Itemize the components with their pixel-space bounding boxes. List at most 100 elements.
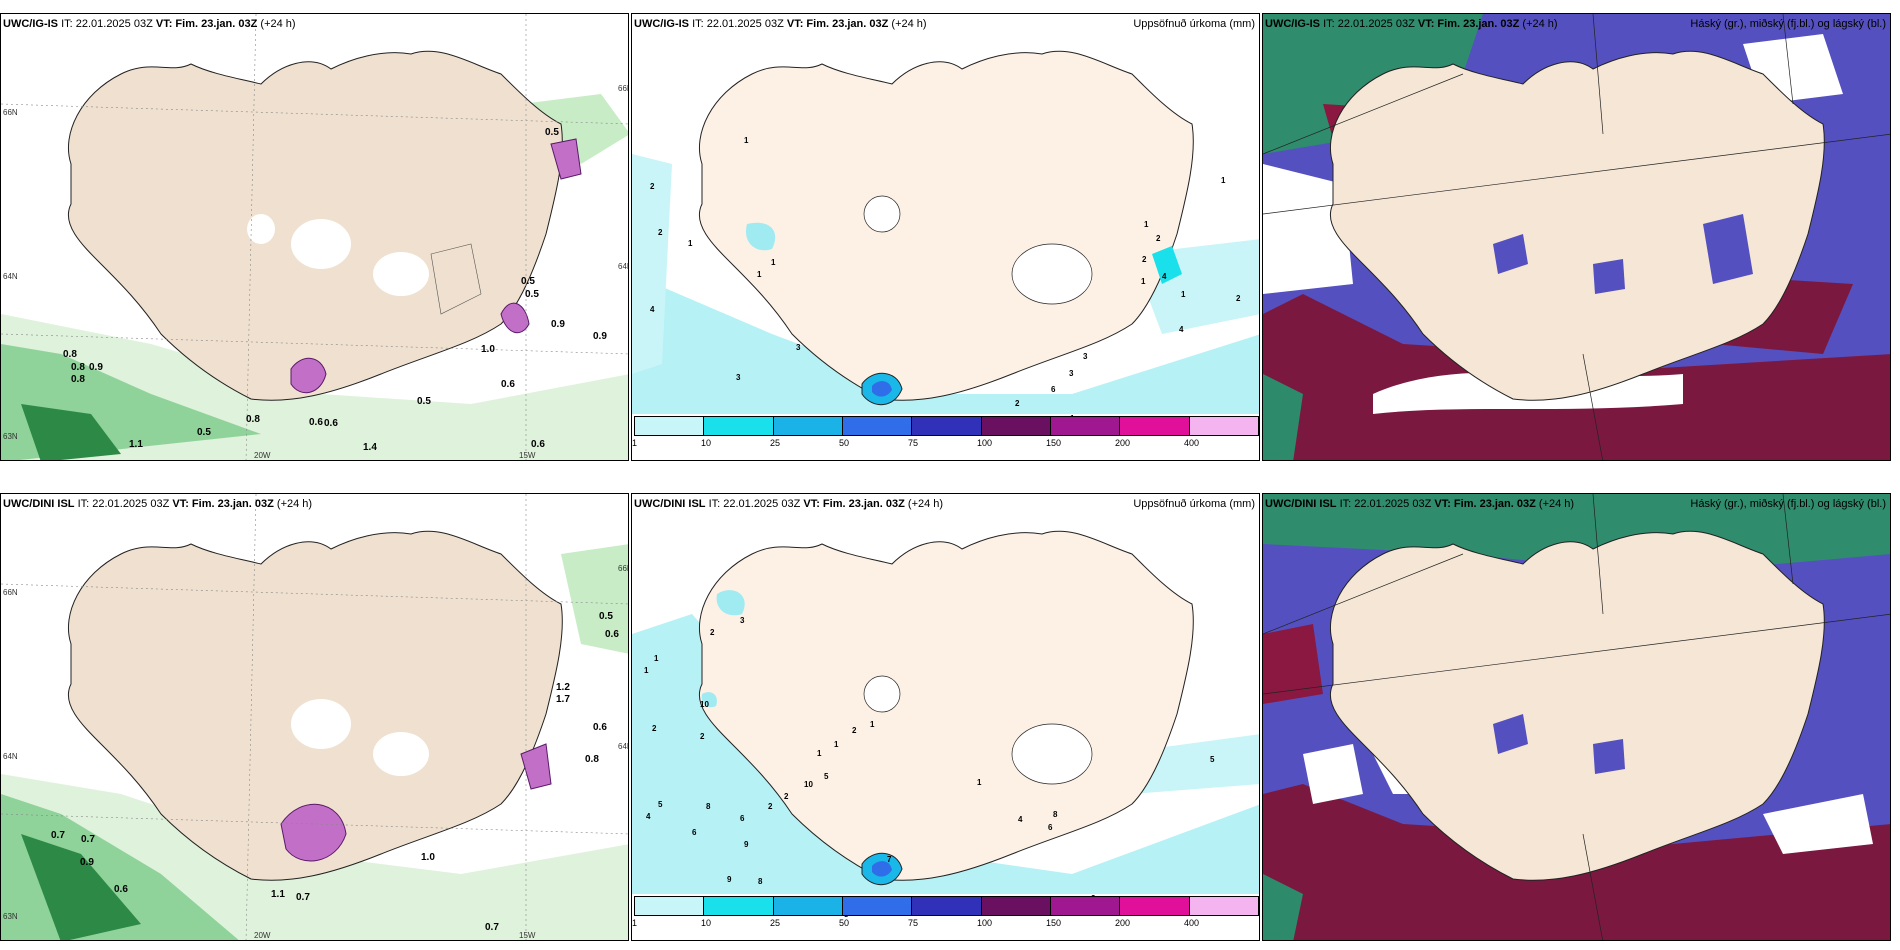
value-label: 2 [658,228,663,237]
colorbar-swatch [1050,897,1121,915]
value-label: 8 [706,802,711,811]
value-label: 0.6 [501,379,515,390]
colorbar-tick: 50 [839,438,850,448]
lead-time: (+24 h) [891,18,927,30]
colorbar-tick: 400 [1184,438,1200,448]
colorbar-swatch [704,417,774,435]
value-label: 0.5 [197,427,211,438]
lead-time: (+24 h) [1522,18,1558,30]
value-label: 4 [1179,325,1184,334]
model-name: UWC/DINI ISL [3,498,75,510]
value-label: 1 [977,778,982,787]
lat-label: 66N [3,108,18,117]
lead-time: (+24 h) [260,18,296,30]
colorbar-ticks: 1 10 25 50 75 100 150 200 400 [632,918,1257,930]
colorbar-swatch [773,417,843,435]
value-label: 0.6 [605,629,619,640]
value-label: 1.2 [556,682,570,693]
value-label: 0.7 [81,834,95,845]
map-clouds-top [1263,14,1890,460]
colorbar-tick: 10 [701,918,712,928]
header-clouds-bottom: UWC/DINI ISL IT: 22.01.2025 03Z VT: Fim.… [1265,497,1886,511]
init-time: IT: 22.01.2025 03Z [1323,18,1415,30]
lon-label: 20W [254,931,271,940]
panel-title: Háský (gr.), miðský (fj.bl.) og lágský (… [1690,498,1886,510]
value-label: 5 [1210,755,1215,764]
value-label: 0.8 [246,414,260,425]
value-label: 6 [1048,823,1053,832]
colorbar-tick: 100 [977,438,993,448]
colorbar-swatch [981,897,1051,915]
header-precip-top: UWC/IG-IS IT: 22.01.2025 03Z VT: Fim. 23… [634,17,1255,31]
model-name: UWC/IG-IS [1265,18,1320,30]
panel-clouds-top: UWC/IG-IS IT: 22.01.2025 03Z VT: Fim. 23… [1262,13,1891,461]
model-name: UWC/DINI ISL [634,498,706,510]
value-label: 0.5 [521,276,535,287]
colorbar-swatch [704,897,774,915]
value-label: 9 [744,840,749,849]
init-time: IT: 22.01.2025 03Z [1339,498,1432,510]
value-label: 2 [710,628,715,637]
value-label: 2 [652,724,657,733]
init-time: IT: 22.01.2025 03Z [61,18,153,30]
panel-clouds-bottom: UWC/DINI ISL IT: 22.01.2025 03Z VT: Fim.… [1262,493,1891,941]
init-time: IT: 22.01.2025 03Z [692,18,784,30]
value-label: 0.9 [593,331,607,342]
colorbar-tick: 100 [977,918,993,928]
value-label: 1 [744,136,749,145]
value-label: 2 [1236,294,1241,303]
value-label: 1 [834,740,839,749]
value-label: 8 [1053,810,1058,819]
value-label: 4 [1162,272,1167,281]
value-label: 0.8 [63,349,77,360]
value-label: 1 [1144,220,1149,229]
value-label: 5 [824,772,829,781]
colorbar-swatch [842,417,913,435]
value-label: 1 [654,654,659,663]
value-label: 8 [758,877,763,886]
panel-precip-bottom: UWC/DINI ISL IT: 22.01.2025 03Z VT: Fim.… [631,493,1260,941]
value-label: 4 [646,812,651,821]
value-label: 2 [784,792,789,801]
init-time: IT: 22.01.2025 03Z [77,498,170,510]
lead-time: (+24 h) [1538,498,1575,510]
value-label: 6 [1051,385,1056,394]
value-label: 0.6 [531,439,545,450]
value-label: 3 [1083,352,1088,361]
panel-title: Háský (gr.), miðský (fj.bl.) og lágský (… [1690,18,1886,30]
header-wind-top: UWC/IG-IS IT: 22.01.2025 03Z VT: Fim. 23… [3,17,624,31]
colorbar-tick: 1 [632,918,638,928]
value-label: 0.6 [324,418,338,429]
value-label: 3 [740,616,745,625]
colorbar-swatch [773,897,843,915]
value-label: 1.1 [271,889,285,900]
colorbar-tick: 150 [1046,918,1062,928]
colorbar-tick: 400 [1184,918,1200,928]
value-label: 4 [1018,815,1023,824]
valid-time: VT: Fim. 23.jan. 03Z [1417,18,1520,30]
panel-wind-top: UWC/IG-IS IT: 22.01.2025 03Z VT: Fim. 23… [0,13,629,461]
panel-wind-bottom: UWC/DINI ISL IT: 22.01.2025 03Z VT: Fim.… [0,493,629,941]
value-label: 2 [852,726,857,735]
value-label: 0.5 [599,611,613,622]
panel-title: Uppsöfnuð úrkoma (mm) [1133,18,1255,30]
value-label: 7 [887,855,892,864]
value-label: 1 [757,270,762,279]
value-label: 0.5 [525,289,539,300]
lon-label: 15W [519,451,536,460]
colorbar-swatch [912,897,982,915]
value-label: 1 [1181,290,1186,299]
value-label: 3 [1069,369,1074,378]
value-label: 5 [658,800,663,809]
lat-label-right: 66N [618,84,628,93]
lat-label: 63N [3,912,18,921]
header-wind-bottom: UWC/DINI ISL IT: 22.01.2025 03Z VT: Fim.… [3,497,624,511]
colorbar-swatch [981,417,1051,435]
colorbar-tick: 200 [1115,438,1131,448]
value-label: 2 [650,182,655,191]
value-label: 0.9 [80,857,94,868]
value-label: 0.7 [296,892,310,903]
value-label: 10 [700,700,709,709]
value-label: 1 [1221,176,1226,185]
lat-label: 63N [3,432,18,441]
